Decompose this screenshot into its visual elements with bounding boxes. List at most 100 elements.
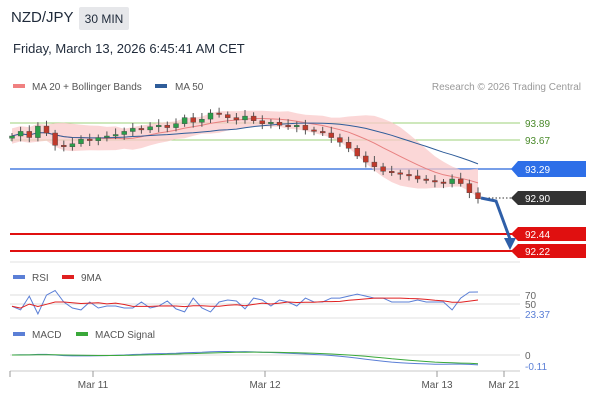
candle-body <box>475 192 481 199</box>
legend-macd-signal: MACD Signal <box>95 330 155 341</box>
bollinger-band-area <box>12 110 478 198</box>
candle-body <box>432 180 438 183</box>
pivot-label: 93.29 <box>525 165 550 176</box>
candle-body <box>86 138 93 141</box>
candle-body <box>155 125 162 128</box>
candle-body <box>35 125 41 138</box>
rsi-label-70: 70 <box>525 291 537 302</box>
candle-body <box>104 135 110 138</box>
current-price-tag <box>511 191 586 205</box>
candle-body <box>406 174 412 177</box>
resistance-label-2: 93.67 <box>525 136 550 147</box>
legend-swatch-rsi <box>13 275 25 279</box>
candle-body <box>250 115 257 121</box>
legend-ma20: MA 20 + Bollinger Bands <box>32 82 142 93</box>
forecast-arrowhead <box>504 238 516 250</box>
legend-swatch-macd-signal <box>76 332 88 336</box>
candle-body <box>337 137 343 143</box>
candle-body <box>147 126 153 131</box>
candle-body <box>216 112 222 115</box>
x-tick-label: Mar 11 <box>78 380 109 391</box>
candle-body <box>43 125 50 134</box>
candle-body <box>26 131 32 138</box>
legend-swatch-ma20 <box>13 84 25 88</box>
rsi-series <box>11 289 479 316</box>
timeframe-button[interactable]: 30 MIN <box>79 7 129 30</box>
x-tick-label: Mar 13 <box>421 380 453 391</box>
x-tick-label: Mar 12 <box>249 380 281 391</box>
candle-body <box>458 178 464 184</box>
legend-swatch-macd <box>13 332 25 336</box>
legend-rsi: RSI <box>32 273 49 284</box>
candle-body <box>320 131 326 134</box>
legend-ma50: MA 50 <box>175 82 204 93</box>
price-series <box>9 107 481 204</box>
legend-macd: MACD <box>32 330 61 341</box>
candle-body <box>294 125 300 128</box>
rsi-label-50: 50 <box>525 300 537 311</box>
candle-body <box>52 132 58 146</box>
candle-body <box>276 121 283 126</box>
candle-body <box>173 123 179 128</box>
candle-body <box>9 135 15 139</box>
candle-body <box>363 155 369 163</box>
rsi-line <box>11 289 479 316</box>
legend-9ma: 9MA <box>81 273 102 284</box>
candle-body <box>138 128 145 131</box>
support-tag-2 <box>511 244 586 258</box>
candle-body <box>112 134 119 137</box>
candle-body <box>285 125 291 128</box>
macd-series <box>11 351 479 366</box>
macd-signal-line <box>12 351 479 365</box>
candle-body <box>311 129 317 132</box>
candle-body <box>345 141 352 149</box>
support-label-1: 92.44 <box>525 230 550 241</box>
candle-body <box>233 117 240 121</box>
candle-body <box>423 178 429 181</box>
current-price-label: 92.90 <box>525 194 550 205</box>
source-credit: Research © 2026 Trading Central <box>432 82 581 93</box>
candle-body <box>397 172 403 175</box>
legend-swatch-ma50 <box>155 84 167 88</box>
candle-body <box>130 128 136 132</box>
candle-body <box>242 115 248 121</box>
legend-swatch-9ma <box>62 275 74 279</box>
candle-body <box>414 175 421 180</box>
candle-body <box>371 161 378 167</box>
candle-body <box>259 120 265 124</box>
macd-line <box>11 351 479 366</box>
candle-body <box>328 132 334 138</box>
candle-body <box>190 117 196 123</box>
symbol-title: NZD/JPY <box>11 9 74 26</box>
candle-body <box>389 171 395 174</box>
candle-body <box>69 143 76 147</box>
resistance-label-1: 93.89 <box>525 119 550 130</box>
candle-body <box>380 166 386 172</box>
timestamp-text: Friday, March 13, 2026 6:45:41 AM CET <box>13 41 245 56</box>
candle-body <box>449 178 455 184</box>
candle-body <box>224 114 231 118</box>
forecast-arrow <box>480 196 512 240</box>
candle-body <box>466 183 473 194</box>
macd-label-last: -0.11 <box>525 362 547 373</box>
pivot-tag <box>511 161 586 177</box>
candle-body <box>17 131 24 137</box>
candle-body <box>181 117 188 124</box>
candle-body <box>199 118 205 123</box>
candle-body <box>61 144 67 147</box>
rsi-label-last: 23.37 <box>525 310 550 321</box>
candle-body <box>164 125 171 128</box>
support-tag-1 <box>511 227 586 241</box>
candle-body <box>78 138 84 144</box>
candle-body <box>354 148 360 157</box>
support-label-2: 92.22 <box>525 247 550 258</box>
candle-body <box>207 112 214 120</box>
candle-body <box>95 137 102 141</box>
candle-body <box>121 131 127 135</box>
rsi-9ma-line <box>11 297 479 309</box>
x-tick-label: Mar 21 <box>488 380 520 391</box>
candle-body <box>440 181 447 184</box>
macd-label-zero: 0 <box>525 351 531 362</box>
candle-body <box>268 121 274 124</box>
